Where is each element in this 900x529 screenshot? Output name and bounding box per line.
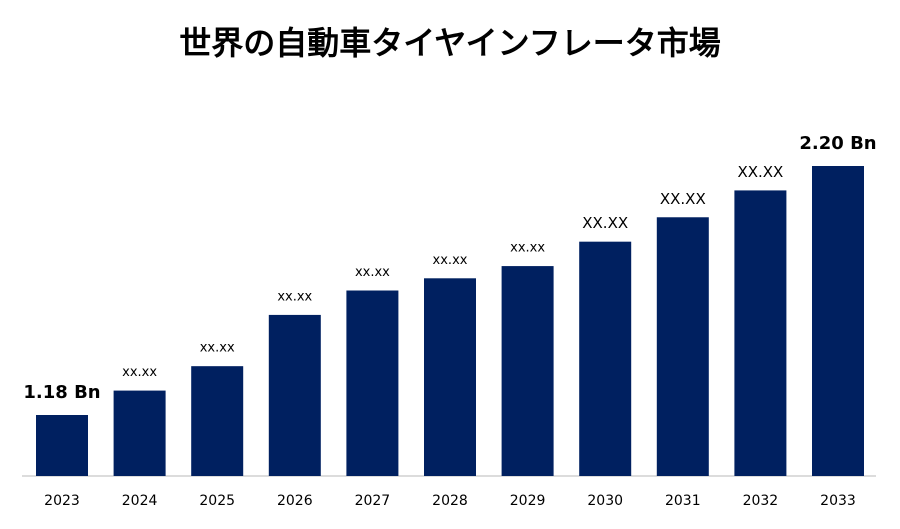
- data-label: XX.XX: [660, 190, 706, 208]
- bar: [812, 166, 864, 476]
- data-label: xx.xx: [122, 365, 157, 380]
- data-label: xx.xx: [433, 253, 468, 268]
- data-label: XX.XX: [737, 163, 783, 181]
- bar: [268, 314, 321, 476]
- x-tick-label: 2023: [44, 493, 80, 509]
- bar: [579, 241, 632, 476]
- x-tick-label: 2028: [432, 493, 468, 509]
- x-tick-label: 2027: [355, 493, 391, 509]
- data-label: 2.20 Bn: [799, 133, 876, 154]
- bar: [191, 366, 244, 476]
- bar: [656, 217, 709, 476]
- x-tick-label: 2032: [743, 493, 779, 509]
- x-tick-label: 2024: [122, 493, 158, 509]
- bar: [346, 290, 399, 476]
- data-label: XX.XX: [582, 214, 628, 232]
- data-label: xx.xx: [355, 265, 390, 280]
- bar: [36, 415, 88, 476]
- data-label: 1.18 Bn: [23, 382, 100, 403]
- bar: [734, 190, 787, 477]
- data-label: xx.xx: [510, 241, 545, 256]
- chart-title: 世界の自動車タイヤインフレータ市場: [179, 24, 720, 62]
- bar: [501, 266, 554, 476]
- x-tick-label: 2030: [587, 493, 623, 509]
- bar: [113, 390, 166, 476]
- data-label: xx.xx: [277, 289, 312, 304]
- x-tick-label: 2031: [665, 493, 701, 509]
- x-tick-label: 2026: [277, 493, 313, 509]
- x-tick-label: 2025: [199, 493, 235, 509]
- x-tick-label: 2033: [820, 493, 856, 509]
- bar: [424, 278, 476, 476]
- x-tick-label: 2029: [510, 493, 546, 509]
- data-label: xx.xx: [200, 341, 235, 356]
